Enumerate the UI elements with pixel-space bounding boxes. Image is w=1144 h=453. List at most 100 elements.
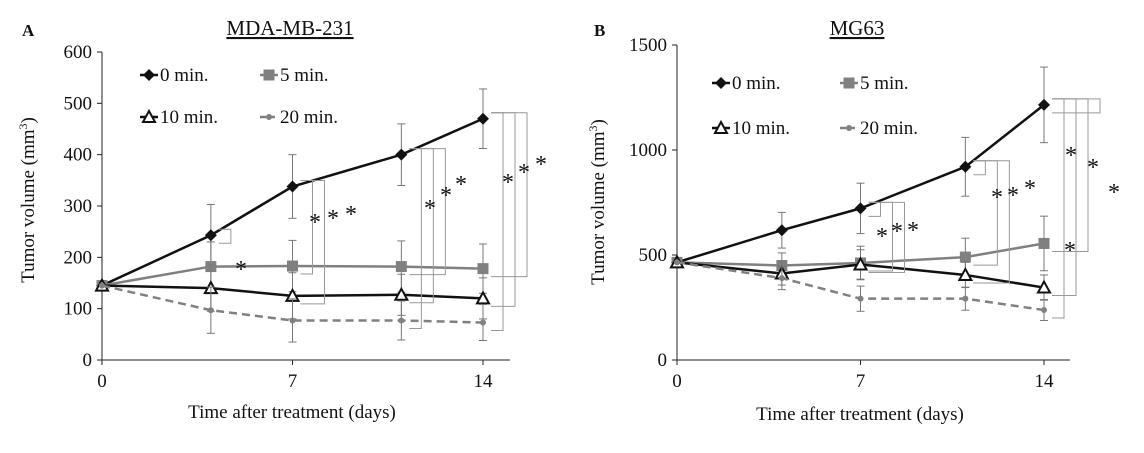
diamond-marker [959, 160, 972, 173]
significance-star: * [907, 218, 919, 244]
significance-bracket [491, 112, 504, 332]
legend-label: 10 min. [160, 107, 218, 128]
y-tick-label: 0 [658, 350, 668, 371]
x-axis-label-a: Time after treatment (days) [188, 402, 396, 423]
x-tick-label: 14 [1035, 371, 1055, 392]
dot-marker [480, 319, 486, 326]
significance-bracket [409, 148, 422, 329]
dot-marker [99, 282, 105, 289]
y-axis-label-a-end: ) [18, 117, 39, 123]
significance-bracket [409, 148, 446, 276]
chart-panel-a: A MDA-MB-231 Tumor volume (mm3) Time aft… [16, 16, 547, 423]
x-tick-label: 7 [856, 371, 866, 392]
series-0 [671, 66, 1050, 269]
y-tick-label: 1000 [629, 140, 667, 161]
triangle-marker [393, 286, 410, 301]
significance-bracket [973, 160, 998, 266]
x-tick-label: 7 [288, 371, 298, 392]
significance-star: * [327, 206, 339, 232]
y-tick-label: 300 [64, 196, 93, 217]
y-tick-label: 0 [83, 350, 93, 371]
legend-entry: 0 min. [712, 73, 781, 94]
dot-marker [289, 317, 296, 324]
dot-marker [1041, 307, 1047, 314]
diamond-marker [395, 148, 408, 161]
significance-star: * [1087, 155, 1099, 181]
significance-star: * [235, 257, 247, 283]
diamond-marker [715, 77, 727, 89]
significance-bracket [218, 228, 232, 244]
significance-bracket [300, 179, 325, 305]
chart-title-a: MDA-MB-231 [226, 16, 353, 40]
dot-marker [857, 295, 864, 302]
significance-star: * [1108, 180, 1120, 206]
dot-marker [846, 125, 852, 131]
y-tick-label: 200 [64, 247, 93, 268]
panel-label-a: A [22, 21, 35, 40]
significance-star: * [502, 170, 514, 196]
panel-label-b: B [594, 21, 605, 40]
series-3 [99, 282, 487, 343]
significance-star: * [345, 202, 357, 228]
square-marker [843, 77, 855, 89]
y-tick-label: 400 [64, 145, 93, 166]
square-marker [1038, 237, 1050, 249]
legend-entry: 10 min. [140, 107, 218, 128]
legend-label: 5 min. [280, 65, 329, 86]
y-tick-label: 500 [64, 93, 93, 114]
legend-label: 10 min. [732, 118, 790, 139]
y-axis-label-a-main: Tumor volume (mm [18, 129, 39, 283]
dot-marker [674, 259, 680, 266]
diamond-marker [775, 224, 788, 237]
dot-marker [398, 317, 405, 324]
significance-bracket [973, 160, 986, 176]
y-tick-label: 100 [64, 299, 93, 320]
significance-star: * [891, 219, 903, 245]
significance-star: * [455, 172, 467, 198]
significance-star: * [518, 160, 530, 186]
y-axis-label-b-sup: 3 [586, 125, 600, 131]
dot-marker [962, 295, 969, 302]
diamond-marker [204, 229, 217, 242]
y-tick-label: 600 [64, 42, 93, 63]
significance-bracket [491, 112, 528, 278]
significance-bracket [868, 201, 905, 273]
series-0 [96, 88, 489, 292]
legend-label: 20 min. [280, 107, 338, 128]
x-tick-label: 0 [97, 371, 107, 392]
x-tick-label: 0 [672, 371, 682, 392]
x-axis-label-b: Time after treatment (days) [756, 404, 964, 425]
significance-star: * [1024, 176, 1036, 202]
triangle-marker [957, 266, 974, 281]
significance-star: * [440, 183, 452, 209]
significance-bracket [973, 160, 1010, 284]
legend-entry: 0 min. [140, 65, 209, 86]
y-axis-label-a: Tumor volume (mm3) [16, 117, 39, 283]
square-marker [959, 251, 971, 263]
significance-star: * [309, 210, 321, 236]
series-3 [674, 259, 1048, 322]
diamond-marker [143, 69, 155, 81]
dot-marker [266, 114, 272, 120]
legend-entry: 20 min. [840, 118, 918, 139]
diamond-marker [854, 202, 867, 215]
legend-entry: 5 min. [260, 65, 329, 86]
triangle-marker [713, 119, 729, 134]
y-tick-label: 500 [639, 245, 668, 266]
chart-title-b: MG63 [830, 16, 885, 40]
significance-bracket [1052, 98, 1065, 319]
diamond-marker [1038, 98, 1050, 111]
legend-label: 5 min. [860, 73, 909, 94]
triangle-marker [475, 290, 491, 305]
dot-marker [207, 307, 214, 314]
significance-bracket [1052, 98, 1101, 114]
y-axis-label-b: Tumor volume (mm3) [586, 119, 609, 285]
significance-star: * [535, 152, 547, 178]
significance-star: * [424, 196, 436, 222]
significance-star: * [1064, 238, 1076, 264]
y-tick-label: 1500 [629, 35, 667, 56]
significance-star: * [876, 224, 888, 250]
y-axis-label-b-main: Tumor volume (mm [588, 131, 609, 285]
diamond-marker [477, 112, 489, 125]
